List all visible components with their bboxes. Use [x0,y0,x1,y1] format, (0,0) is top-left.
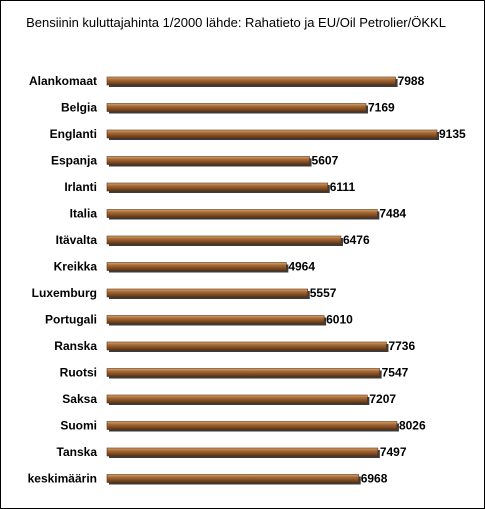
value-label: 7547 [382,366,409,380]
bar [106,447,379,457]
value-label: 4964 [288,260,315,274]
category-label: Italia [70,207,98,221]
bar [106,262,287,271]
value-label: 6968 [361,472,388,486]
value-label: 5607 [312,154,339,168]
bar [106,394,368,404]
category-label: Espanja [51,154,97,168]
value-label: 6111 [330,180,356,194]
category-label: Itävalta [56,233,98,247]
value-label: 5557 [310,286,337,300]
category-label: Alankomaat [29,74,97,88]
value-label: 9135 [439,127,466,141]
value-label: 8026 [399,419,426,433]
bar [106,129,438,139]
bar [106,76,396,86]
category-label: Tanska [57,445,98,459]
value-label: 7736 [388,339,415,353]
category-label: Englanti [50,127,97,141]
bar [106,103,367,112]
bar [106,315,325,324]
category-label: Irlanti [64,180,97,194]
value-label: 7484 [379,207,406,221]
category-label: Portugali [45,313,97,327]
value-label: 6010 [326,313,353,327]
bar [106,421,398,430]
category-label: Suomi [60,419,97,433]
chart-title: Bensiinin kuluttajahinta 1/2000 lähde: R… [26,15,446,30]
value-label: 7988 [398,74,425,88]
bar [106,209,378,218]
category-label: Belgia [61,101,97,115]
bar [106,156,310,165]
category-label: Saksa [62,392,97,406]
category-label: Luxemburg [32,286,97,300]
bar [106,288,309,298]
bar [106,341,387,351]
category-label: Kreikka [54,260,98,274]
bar [106,368,380,377]
category-label: keskimäärin [28,472,97,486]
category-label: Ruotsi [60,366,97,380]
value-label: 7207 [369,392,396,406]
bar [106,182,329,192]
value-label: 7497 [380,445,407,459]
value-label: 7169 [368,101,395,115]
value-label: 6476 [343,233,370,247]
bar [106,235,342,245]
category-label: Ranska [54,339,97,353]
bar [106,474,360,483]
